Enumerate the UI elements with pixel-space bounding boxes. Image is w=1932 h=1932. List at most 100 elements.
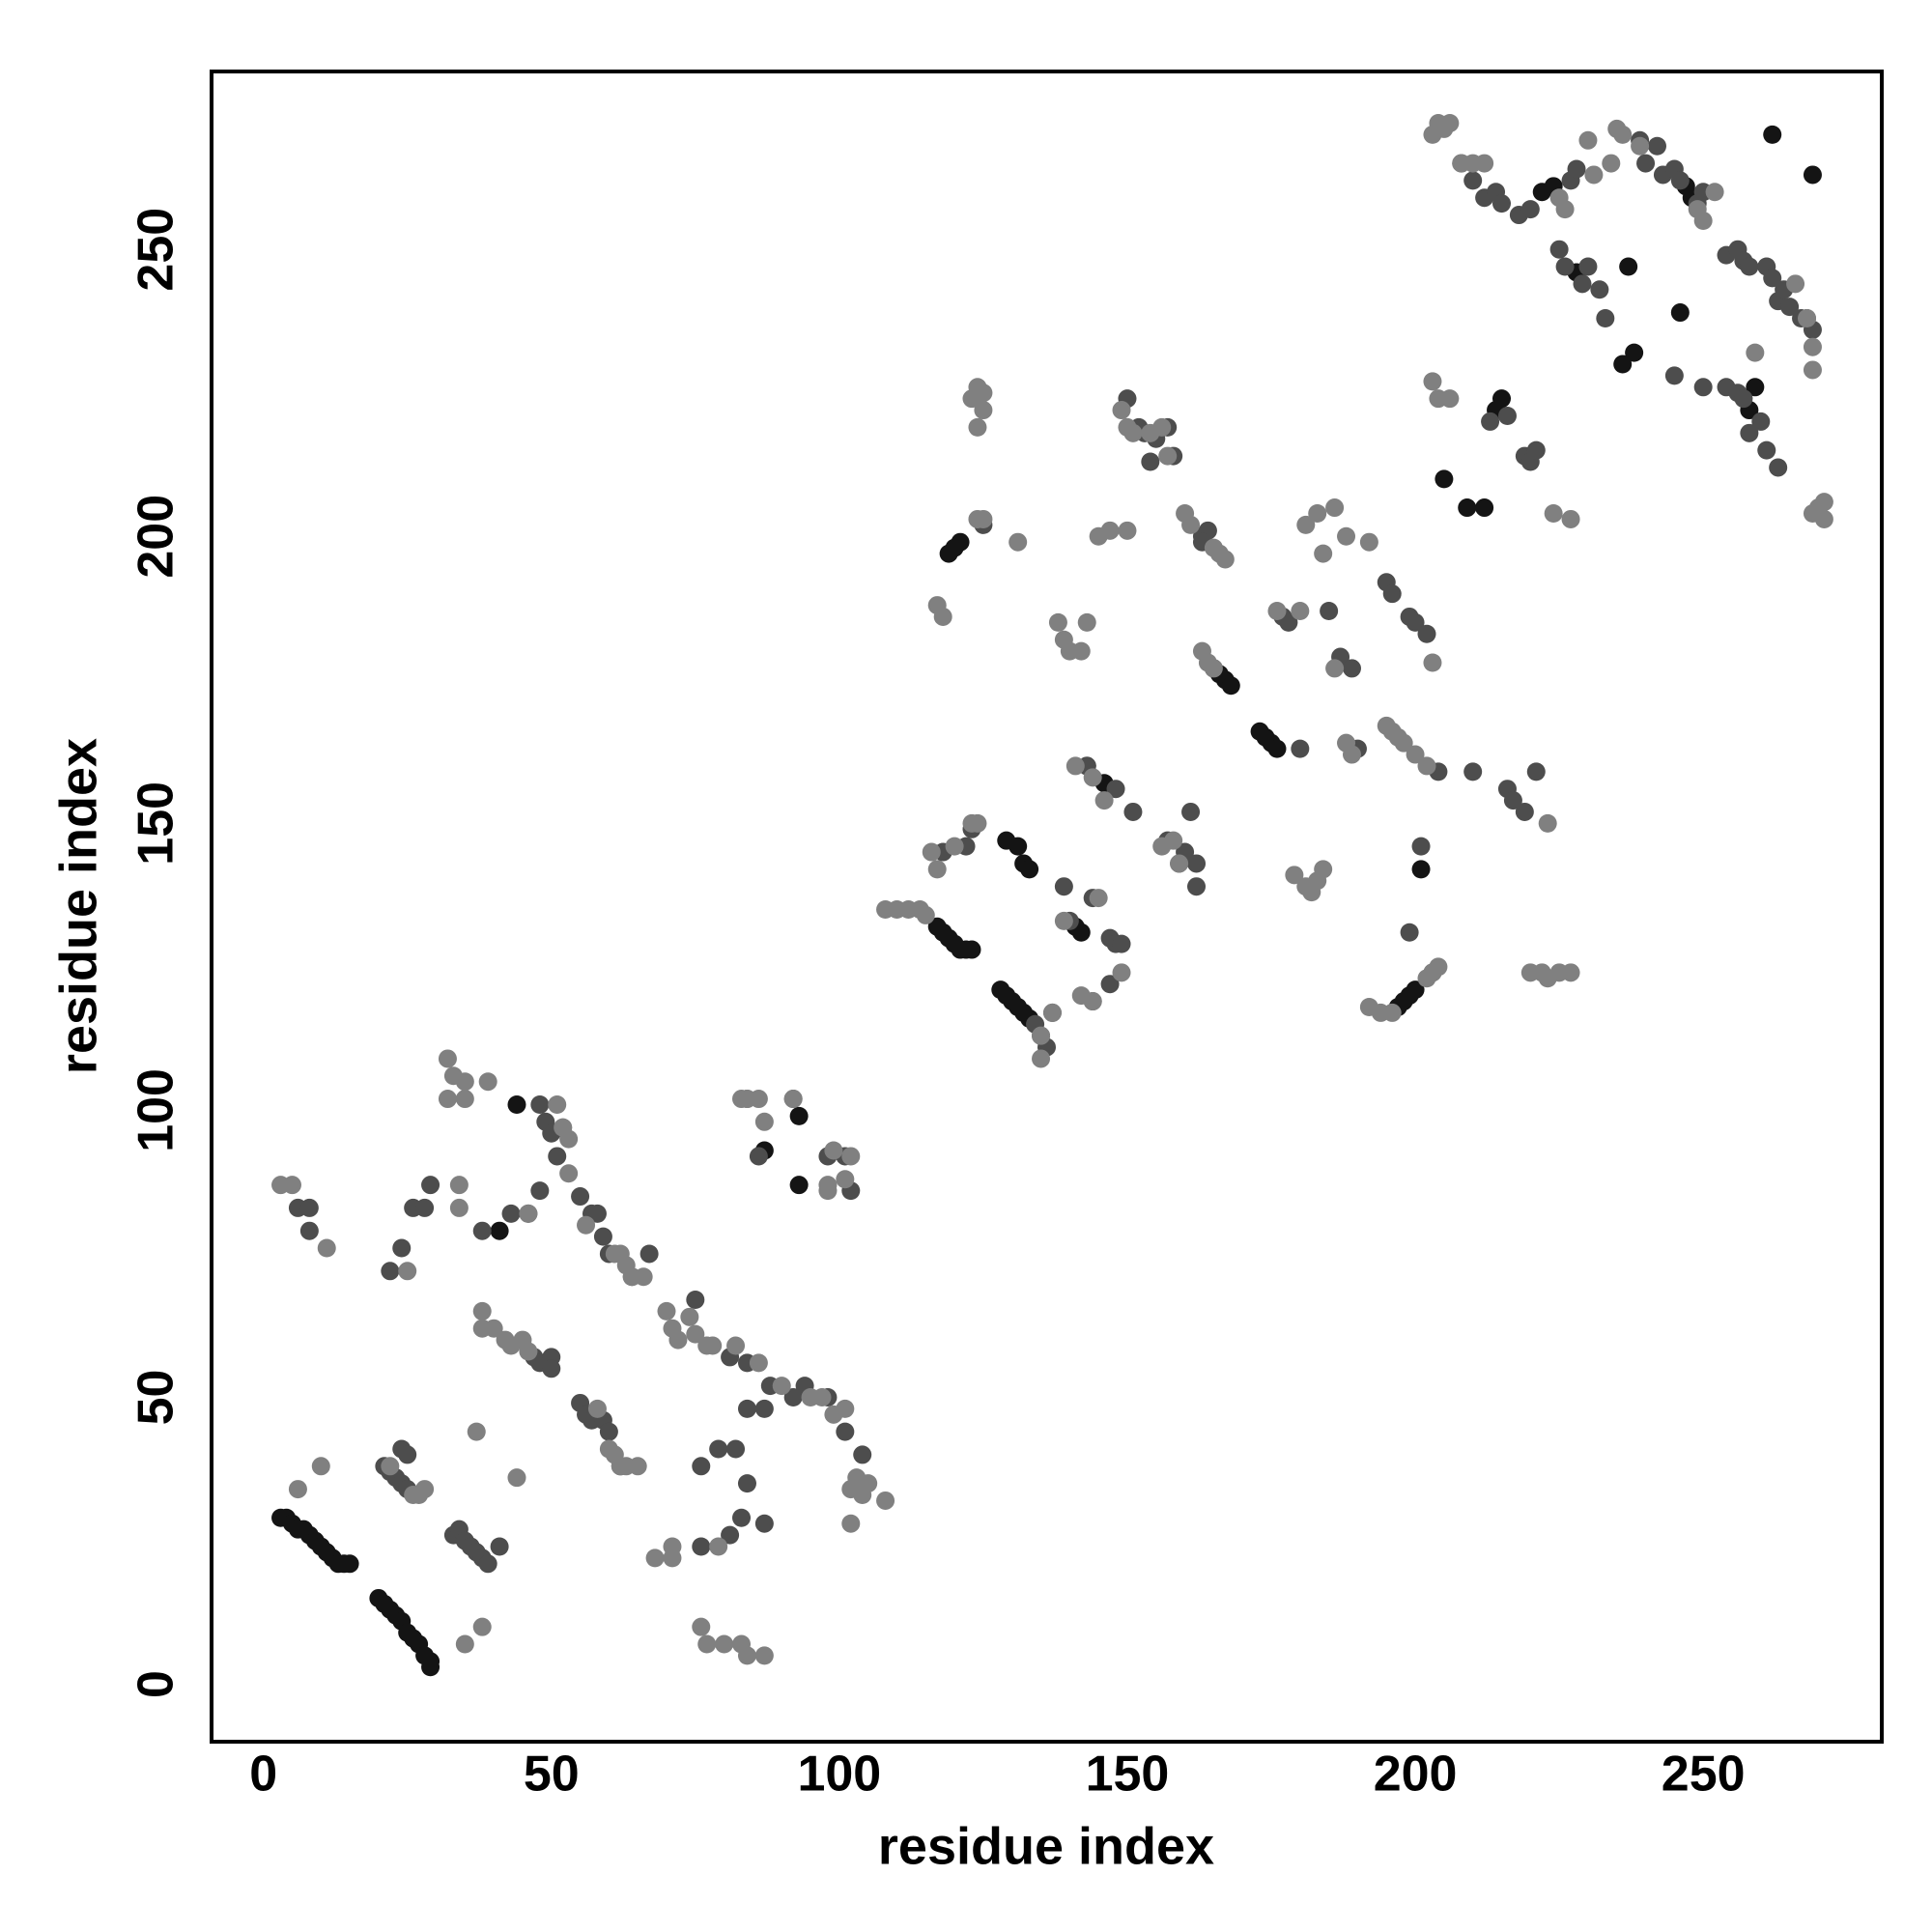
point	[1584, 165, 1604, 185]
point	[1763, 125, 1782, 144]
point	[1526, 762, 1546, 781]
point	[449, 1198, 469, 1217]
point	[783, 1090, 803, 1109]
point	[1020, 860, 1039, 879]
point	[1158, 446, 1178, 466]
point	[1746, 378, 1765, 397]
point	[530, 1181, 550, 1201]
point	[933, 607, 952, 626]
y-tick-label: 150	[128, 781, 185, 866]
y-tick-label: 50	[128, 1370, 185, 1426]
point	[754, 1399, 774, 1418]
point	[1325, 498, 1345, 518]
point	[951, 532, 970, 552]
point	[726, 1439, 746, 1459]
point	[1071, 641, 1091, 661]
point	[1814, 509, 1833, 528]
point	[1320, 602, 1339, 621]
point	[1406, 980, 1425, 1000]
x-tick-label: 0	[249, 1747, 277, 1803]
point	[1497, 406, 1517, 425]
y-tick-label: 250	[128, 208, 185, 292]
point	[415, 1480, 435, 1499]
point	[1429, 957, 1448, 977]
point	[1538, 813, 1557, 833]
point	[1400, 923, 1419, 942]
point	[299, 1198, 319, 1217]
point	[1291, 602, 1310, 621]
point	[1417, 756, 1436, 776]
point	[1325, 659, 1345, 678]
point	[1291, 739, 1310, 758]
point	[1613, 125, 1633, 144]
point	[1048, 612, 1067, 632]
point	[1054, 877, 1073, 896]
point	[1100, 975, 1120, 994]
point	[467, 1422, 486, 1441]
point	[1032, 1049, 1051, 1068]
point	[548, 1094, 567, 1114]
point	[1417, 624, 1436, 643]
point	[288, 1480, 307, 1499]
point	[1814, 493, 1833, 512]
point	[519, 1204, 538, 1223]
point	[593, 1227, 612, 1246]
x-axis-title: residue index	[878, 1817, 1214, 1875]
point	[1267, 739, 1287, 758]
point	[1423, 653, 1442, 672]
point	[922, 842, 941, 862]
point	[709, 1439, 728, 1459]
point	[1308, 504, 1327, 524]
y-axis-title: residue index	[49, 738, 107, 1074]
point	[749, 1090, 768, 1109]
point	[1314, 860, 1333, 879]
point	[1342, 659, 1361, 678]
point	[1394, 733, 1413, 753]
y-tick-label: 0	[128, 1670, 185, 1698]
point	[974, 509, 993, 528]
point	[1481, 412, 1500, 431]
point	[449, 1176, 469, 1195]
point	[1463, 762, 1483, 781]
point	[916, 905, 935, 924]
point	[1296, 515, 1316, 534]
point	[749, 1147, 768, 1166]
point	[836, 1399, 855, 1418]
point	[1411, 860, 1431, 879]
point	[754, 1646, 774, 1665]
point	[737, 1474, 756, 1493]
point	[1440, 389, 1460, 409]
point	[1573, 274, 1592, 294]
point	[1279, 612, 1298, 632]
point	[472, 1617, 492, 1636]
point	[645, 1548, 665, 1568]
point	[1267, 602, 1287, 621]
point	[772, 1377, 791, 1396]
x-tick-label: 50	[524, 1747, 580, 1803]
point	[974, 401, 993, 420]
point	[1503, 791, 1522, 810]
point	[455, 1090, 474, 1109]
point	[438, 1090, 457, 1109]
point	[1083, 992, 1102, 1011]
point	[1100, 521, 1120, 540]
point	[421, 1176, 440, 1195]
point	[1636, 154, 1656, 173]
point	[639, 1244, 659, 1264]
point	[1204, 659, 1223, 678]
x-tick-label: 200	[1374, 1747, 1458, 1803]
point	[1746, 343, 1765, 362]
point	[398, 1262, 417, 1281]
point	[1567, 159, 1586, 179]
point	[1359, 532, 1378, 552]
point	[1734, 389, 1753, 409]
point	[1123, 802, 1143, 821]
point	[478, 1554, 497, 1574]
point	[754, 1514, 774, 1533]
point	[968, 813, 987, 833]
point	[1411, 837, 1431, 856]
point	[571, 1187, 590, 1207]
